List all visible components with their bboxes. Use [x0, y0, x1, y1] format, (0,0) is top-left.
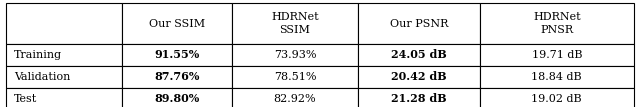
Bar — [122, 3, 232, 44]
Bar — [480, 66, 634, 88]
Bar — [6, 44, 122, 66]
Text: 73.93%: 73.93% — [274, 50, 316, 60]
Bar — [358, 66, 480, 88]
Bar — [232, 66, 358, 88]
Bar — [122, 44, 232, 66]
Text: 89.80%: 89.80% — [155, 93, 200, 104]
Bar — [480, 88, 634, 107]
Bar — [232, 3, 358, 44]
Text: 24.05 dB: 24.05 dB — [391, 49, 447, 60]
Text: Test: Test — [14, 94, 37, 104]
Bar — [358, 3, 480, 44]
Text: HDRNet
PNSR: HDRNet PNSR — [533, 12, 580, 35]
Text: 87.76%: 87.76% — [155, 71, 200, 82]
Text: 78.51%: 78.51% — [274, 72, 316, 82]
Text: 20.42 dB: 20.42 dB — [391, 71, 447, 82]
Bar — [232, 88, 358, 107]
Bar — [358, 44, 480, 66]
Bar — [6, 66, 122, 88]
Text: 18.84 dB: 18.84 dB — [531, 72, 582, 82]
Bar — [358, 88, 480, 107]
Bar — [122, 66, 232, 88]
Bar — [6, 3, 122, 44]
Bar — [6, 88, 122, 107]
Text: Our SSIM: Our SSIM — [149, 19, 205, 29]
Text: Validation: Validation — [14, 72, 70, 82]
Text: 19.02 dB: 19.02 dB — [531, 94, 582, 104]
Text: 19.71 dB: 19.71 dB — [531, 50, 582, 60]
Bar — [480, 44, 634, 66]
Text: Our PSNR: Our PSNR — [390, 19, 448, 29]
Text: 21.28 dB: 21.28 dB — [391, 93, 447, 104]
Bar — [232, 44, 358, 66]
Text: 91.55%: 91.55% — [155, 49, 200, 60]
Bar — [480, 3, 634, 44]
Text: HDRNet
SSIM: HDRNet SSIM — [271, 12, 319, 35]
Text: 82.92%: 82.92% — [273, 94, 316, 104]
Bar — [122, 88, 232, 107]
Text: Training: Training — [14, 50, 62, 60]
